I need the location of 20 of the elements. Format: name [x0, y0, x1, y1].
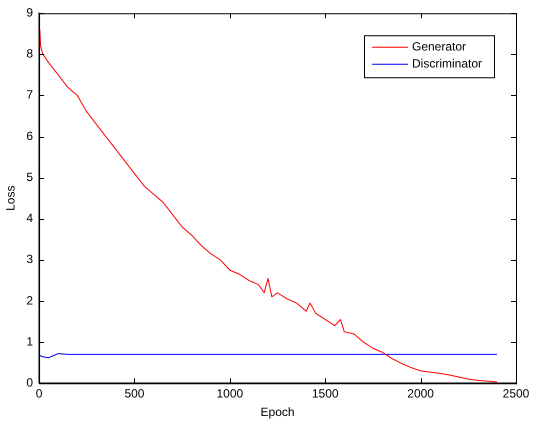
x-tick-label: 2000	[407, 386, 434, 401]
y-tick-label: 3	[26, 252, 34, 266]
x-tick-label: 1500	[312, 386, 339, 401]
y-tick-label: 5	[26, 170, 34, 184]
legend-label: Discriminator	[412, 56, 482, 71]
y-tick-label: 8	[26, 46, 34, 61]
y-tick-label: 4	[26, 211, 34, 226]
legend-label: Generator	[412, 40, 466, 54]
x-tick-label: 1000	[216, 386, 244, 401]
y-tick-label: 2	[26, 293, 34, 308]
x-tick-label: 2500	[502, 386, 530, 401]
y-axis-title: Loss	[4, 186, 18, 211]
x-axis-title: Epoch	[260, 405, 295, 420]
y-tick-label: 6	[26, 128, 34, 143]
y-tick-label: 0	[26, 376, 34, 390]
y-tick-label: 9	[26, 6, 34, 20]
x-tick-label: 500	[124, 386, 145, 401]
x-tick-label: 0	[36, 386, 43, 401]
y-tick-label: 1	[26, 334, 34, 348]
y-tick-label: 7	[26, 88, 34, 102]
